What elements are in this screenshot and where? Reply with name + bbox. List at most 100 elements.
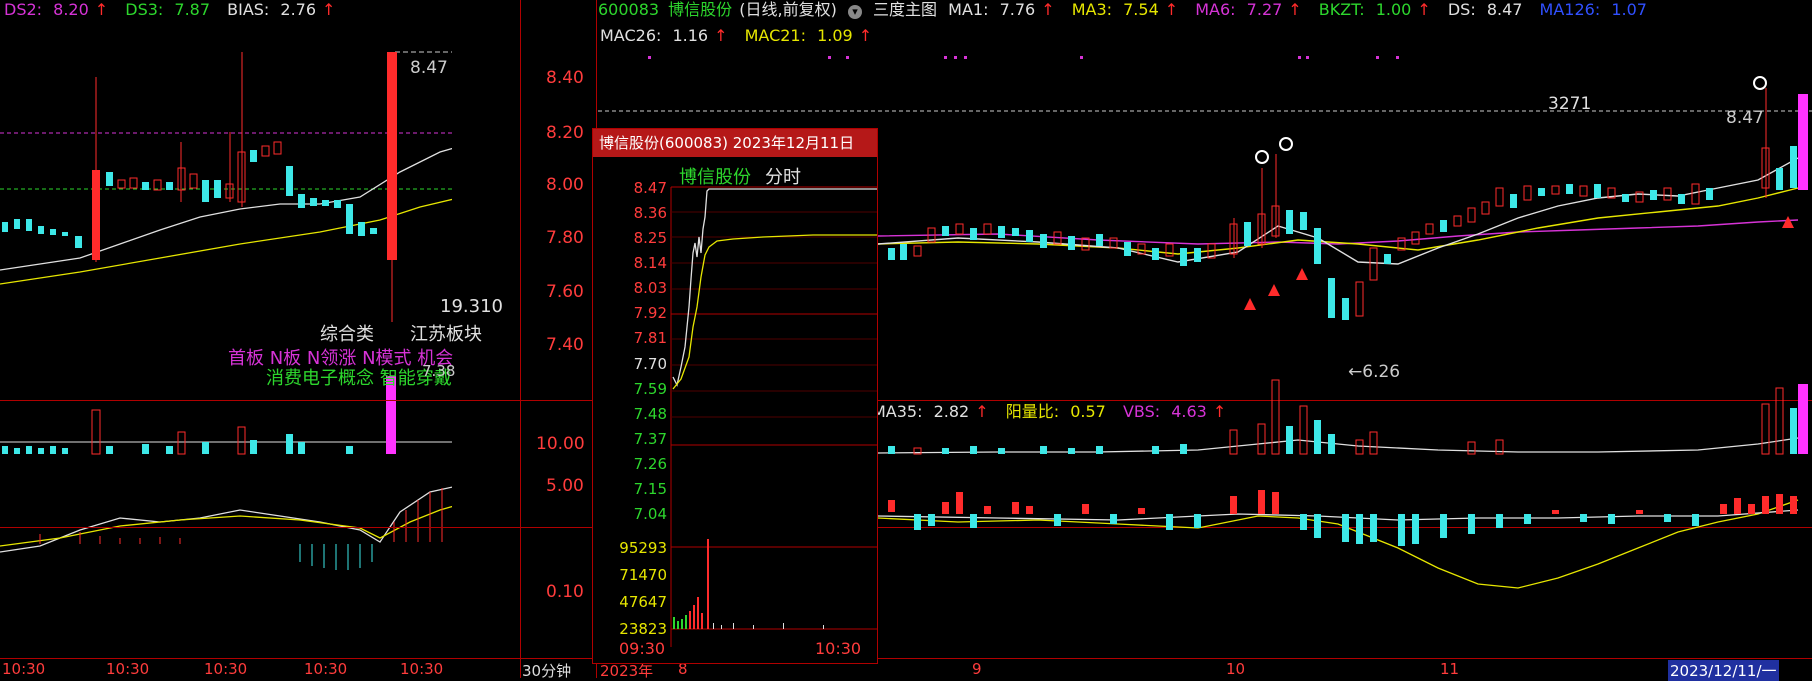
popup-volume-tick: 95293 <box>619 539 667 557</box>
popup-volume-tick: 23823 <box>619 620 667 638</box>
ds3-value: 7.87 <box>174 0 211 19</box>
concept-tags-line-2: 消费电子概念 智能穿戴 <box>266 368 452 389</box>
positive-volume-ratio-value: 0.57 <box>1070 402 1106 421</box>
bkzt-indicator: BKZT: 1.00 ↑ <box>1319 0 1437 19</box>
popup-volume-tick: 71470 <box>619 566 667 584</box>
signal-dots <box>648 56 1399 59</box>
low-price-value: 6.26 <box>1362 362 1401 382</box>
up-arrow-icon: ↑ <box>322 0 336 19</box>
divider <box>520 0 521 678</box>
up-arrow-icon: ↑ <box>1164 0 1179 19</box>
vbs-indicator: VBS: 4.63 ↑ <box>1123 402 1232 421</box>
time-tick: 10:30 <box>106 660 150 678</box>
price-tick: 8.00 <box>546 175 584 195</box>
vbs-label: VBS: <box>1122 402 1161 421</box>
panel-divider <box>0 658 1812 659</box>
popup-title[interactable]: 博信股份(600083) 2023年12月11日 <box>593 129 877 157</box>
ma35-indicator: MA35: 2.82 ↑ <box>872 402 995 421</box>
ma6-label: MA6: <box>1195 0 1236 19</box>
mac21-label: MAC21: <box>744 26 806 45</box>
ds2-indicator: DS2: 8.20 ↑ <box>4 0 114 19</box>
up-arrow-icon: ↑ <box>975 402 989 421</box>
main-volume-bars <box>877 379 1808 455</box>
main-candles <box>888 88 1808 320</box>
mac26-indicator: MAC26: 1.16 ↑ <box>600 26 734 45</box>
buy-signal-markers <box>1244 76 1794 310</box>
main-indicator-header: 600083 博信股份 (日线,前复权) ▾ 三度主图 MA1: 7.76 ↑ M… <box>598 0 1659 20</box>
date-tick: 8 <box>678 660 688 678</box>
ds3-indicator: DS3: 7.87 <box>125 0 216 19</box>
up-arrow-icon: ↑ <box>858 26 873 45</box>
low-price-label: 7.38 <box>422 362 456 380</box>
sector-label-jiangsu: 江苏板块 <box>410 324 482 345</box>
ma35-label: MA35: <box>872 402 923 421</box>
left-candles <box>2 52 397 322</box>
up-arrow-icon: ↑ <box>1212 402 1227 421</box>
panel-divider <box>0 527 1812 528</box>
reference-line-value: 3271 <box>1548 94 1592 114</box>
mac21-value: 1.09 <box>817 26 853 45</box>
left-panel: DS2: 8.20 ↑ DS3: 7.87 BIAS: 2.76 ↑ <box>0 0 503 678</box>
up-arrow-icon: ↑ <box>94 0 109 19</box>
panel-divider <box>0 400 1812 401</box>
date-tick: 10 <box>1226 660 1246 678</box>
bias-indicator: BIAS: 2.76 ↑ <box>227 0 341 19</box>
popup-tab-intraday[interactable]: 分时 <box>765 167 801 188</box>
ma126-indicator: MA126: 1.07 <box>1540 0 1653 19</box>
ds3-label: DS3: <box>125 0 164 19</box>
popup-intraday-chart <box>670 186 877 647</box>
period-button[interactable]: 30分钟 <box>522 662 572 680</box>
time-tick: 10:30 <box>204 660 248 678</box>
popup-price-tick: 8.25 <box>633 229 667 247</box>
main-indicator-header-row2: MAC26: 1.16 ↑ MAC21: 1.09 ↑ <box>600 26 884 46</box>
volume-indicator-header: MA35: 2.82 ↑ 阳量比: 0.57 VBS: 4.63 ↑ <box>872 402 1238 422</box>
up-arrow-icon: ↑ <box>714 26 728 45</box>
up-arrow-icon: ↑ <box>1417 0 1431 19</box>
settings-icon[interactable]: ▾ <box>847 5 862 19</box>
positive-volume-ratio-indicator: 阳量比: 0.57 <box>1006 402 1112 421</box>
ma6-indicator: MA6: 7.27 ↑ <box>1195 0 1307 19</box>
price-tick: 8.40 <box>546 68 584 88</box>
left-indicator-header: DS2: 8.20 ↑ DS3: 7.87 BIAS: 2.76 ↑ <box>4 0 347 20</box>
popup-price-tick: 8.03 <box>633 279 667 297</box>
main-chart-selector[interactable]: 三度主图 <box>873 0 938 19</box>
ma1-value: 7.76 <box>999 0 1036 19</box>
stock-code: 600083 <box>598 0 660 19</box>
price-tick: 7.60 <box>546 282 584 302</box>
bias-value: 2.76 <box>280 0 317 19</box>
date-tick: 11 <box>1440 660 1460 678</box>
ds-value: 8.47 <box>1486 0 1523 19</box>
left-indicator <box>0 486 452 570</box>
popup-time-start: 09:30 <box>619 639 666 658</box>
popup-price-mid: 7.70 <box>633 355 667 373</box>
ma35-value: 2.82 <box>933 402 970 421</box>
ma6-value: 7.27 <box>1246 0 1283 19</box>
intraday-popup[interactable]: 博信股份(600083) 2023年12月11日 博信股份 分时 <box>592 128 878 664</box>
volume-tick: 10.00 <box>536 434 585 454</box>
ds-label: DS: <box>1447 0 1476 19</box>
volume-tick: 5.00 <box>546 476 584 496</box>
popup-price-tick: 7.26 <box>633 455 667 473</box>
main-indicator <box>877 490 1799 589</box>
mac21-indicator: MAC21: 1.09 ↑ <box>745 26 879 45</box>
left-intraday-chart[interactable] <box>0 22 452 662</box>
chart-period: (日线,前复权) <box>739 0 837 19</box>
mac26-label: MAC26: <box>600 26 662 45</box>
popup-price-tick: 7.92 <box>633 304 667 322</box>
popup-tabs: 博信股份 分时 <box>593 157 877 189</box>
main-kline-chart[interactable] <box>598 48 1812 658</box>
popup-price-tick: 8.47 <box>633 179 667 197</box>
popup-volume-tick: 47647 <box>619 593 667 611</box>
ds2-label: DS2: <box>4 0 43 19</box>
date-tick: 2023年 <box>600 662 654 680</box>
price-tick: 7.40 <box>546 335 584 355</box>
cursor-date: 2023/12/11/一 <box>1668 660 1779 681</box>
popup-stock-name[interactable]: 博信股份 <box>679 167 751 188</box>
left-volume-bars <box>0 376 452 455</box>
ma1-label: MA1: <box>948 0 989 19</box>
date-axis: 2023年 8 9 10 11 2023/12/11/一 <box>598 660 1812 681</box>
left-time-axis: 10:30 10:30 10:30 10:30 10:30 <box>0 660 452 678</box>
bias-label: BIAS: <box>227 0 270 19</box>
volume-value-label: 19.310 <box>440 296 503 317</box>
indicator-tick: 0.10 <box>546 582 584 602</box>
